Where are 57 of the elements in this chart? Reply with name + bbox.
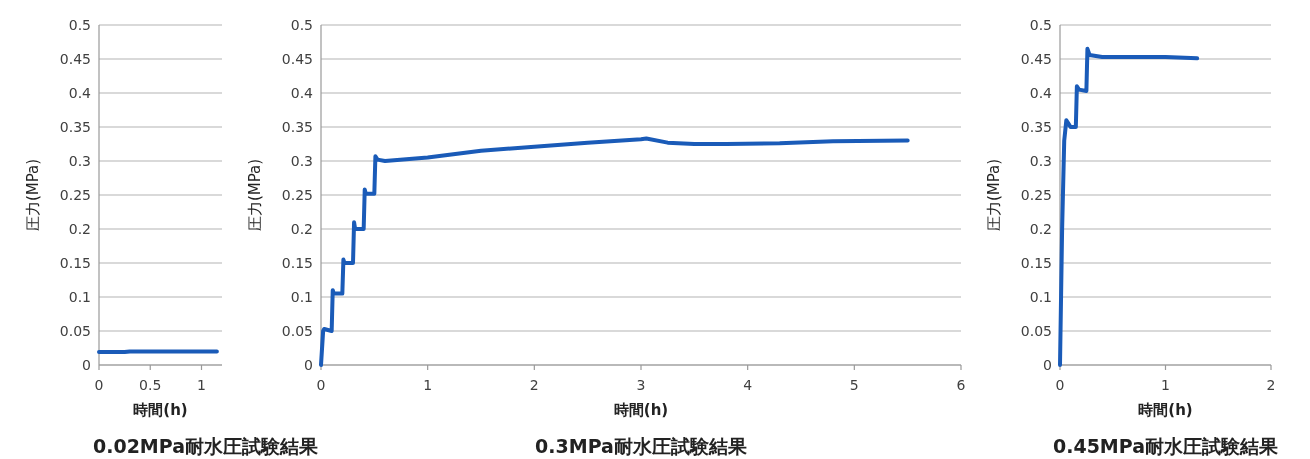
- y-tick-label: 0.2: [1029, 221, 1052, 237]
- y-tick-label: 0: [1043, 357, 1052, 373]
- x-tick-label: 1: [197, 377, 206, 393]
- x-tick-label: 0: [94, 377, 104, 393]
- x-tick-label: 3: [636, 377, 646, 393]
- y-tick-label: 0.2: [290, 221, 313, 237]
- x-tick-label: 0.5: [139, 377, 162, 393]
- x-tick-label: 5: [849, 377, 859, 393]
- x-tick-label: 1: [423, 377, 433, 393]
- x-tick-label: 0: [1055, 377, 1065, 393]
- line-series: [319, 136, 910, 367]
- text: 0.3MPa耐水圧試験結果: [535, 435, 748, 457]
- text: 0.45MPa耐水圧試験結果: [1052, 435, 1280, 457]
- y-tick-label: 0.3: [1029, 153, 1052, 169]
- x-axis-title: 時間(h): [1138, 401, 1193, 419]
- y-tick-label: 0.35: [59, 119, 91, 135]
- x-tick-label: 4: [743, 377, 753, 393]
- y-tick-label: 0.1: [68, 289, 91, 305]
- y-tick-label: 0: [304, 357, 313, 373]
- y-tick-label: 0.45: [59, 51, 91, 67]
- y-tick-label: 0.5: [1029, 17, 1052, 33]
- y-tick-label: 0.5: [290, 17, 313, 33]
- x-axis-title: 時間(h): [133, 401, 188, 419]
- y-tick-label: 0.05: [281, 323, 313, 339]
- x-tick-label: 2: [1266, 377, 1276, 393]
- y-axis-title: 圧力(MPa): [985, 158, 1003, 232]
- y-tick-label: 0.05: [59, 323, 91, 339]
- y-tick-label: 0.25: [1020, 187, 1052, 203]
- y-tick-label: 0.3: [290, 153, 313, 169]
- x-axis-title: 時間(h): [613, 401, 669, 419]
- y-axis-title: 圧力(MPa): [246, 158, 264, 232]
- y-tick-label: 0.1: [290, 289, 313, 305]
- y-tick-label: 0.4: [290, 85, 314, 101]
- y-tick-label: 0.15: [59, 255, 91, 271]
- y-tick-label: 0.05: [1020, 323, 1052, 339]
- y-tick-label: 0.25: [59, 187, 91, 203]
- x-tick-label: 6: [956, 377, 966, 393]
- y-tick-label: 0.5: [68, 17, 91, 33]
- y-tick-label: 0.45: [281, 51, 313, 67]
- y-tick-label: 0.15: [1020, 255, 1052, 271]
- x-tick-label: 1: [1161, 377, 1170, 393]
- x-tick-label: 0: [316, 377, 326, 393]
- y-tick-label: 0.3: [68, 153, 91, 169]
- x-tick-label: 2: [529, 377, 539, 393]
- y-tick-label: 0.4: [68, 85, 92, 101]
- y-tick-label: 0.35: [281, 119, 313, 135]
- y-axis-title: 圧力(MPa): [24, 158, 42, 232]
- y-tick-label: 0: [82, 357, 91, 373]
- y-tick-label: 0.1: [1029, 289, 1052, 305]
- line-series: [1058, 46, 1200, 367]
- y-tick-label: 0.15: [281, 255, 313, 271]
- y-tick-label: 0.4: [1029, 85, 1053, 101]
- text: 0.02MPa耐水圧試験結果: [92, 435, 320, 457]
- y-tick-label: 0.2: [68, 221, 91, 237]
- y-tick-label: 0.35: [1020, 119, 1052, 135]
- y-tick-label: 0.45: [1020, 51, 1052, 67]
- y-tick-label: 0.25: [281, 187, 313, 203]
